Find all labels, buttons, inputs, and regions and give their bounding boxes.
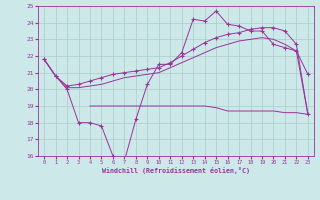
X-axis label: Windchill (Refroidissement éolien,°C): Windchill (Refroidissement éolien,°C) xyxy=(102,167,250,174)
